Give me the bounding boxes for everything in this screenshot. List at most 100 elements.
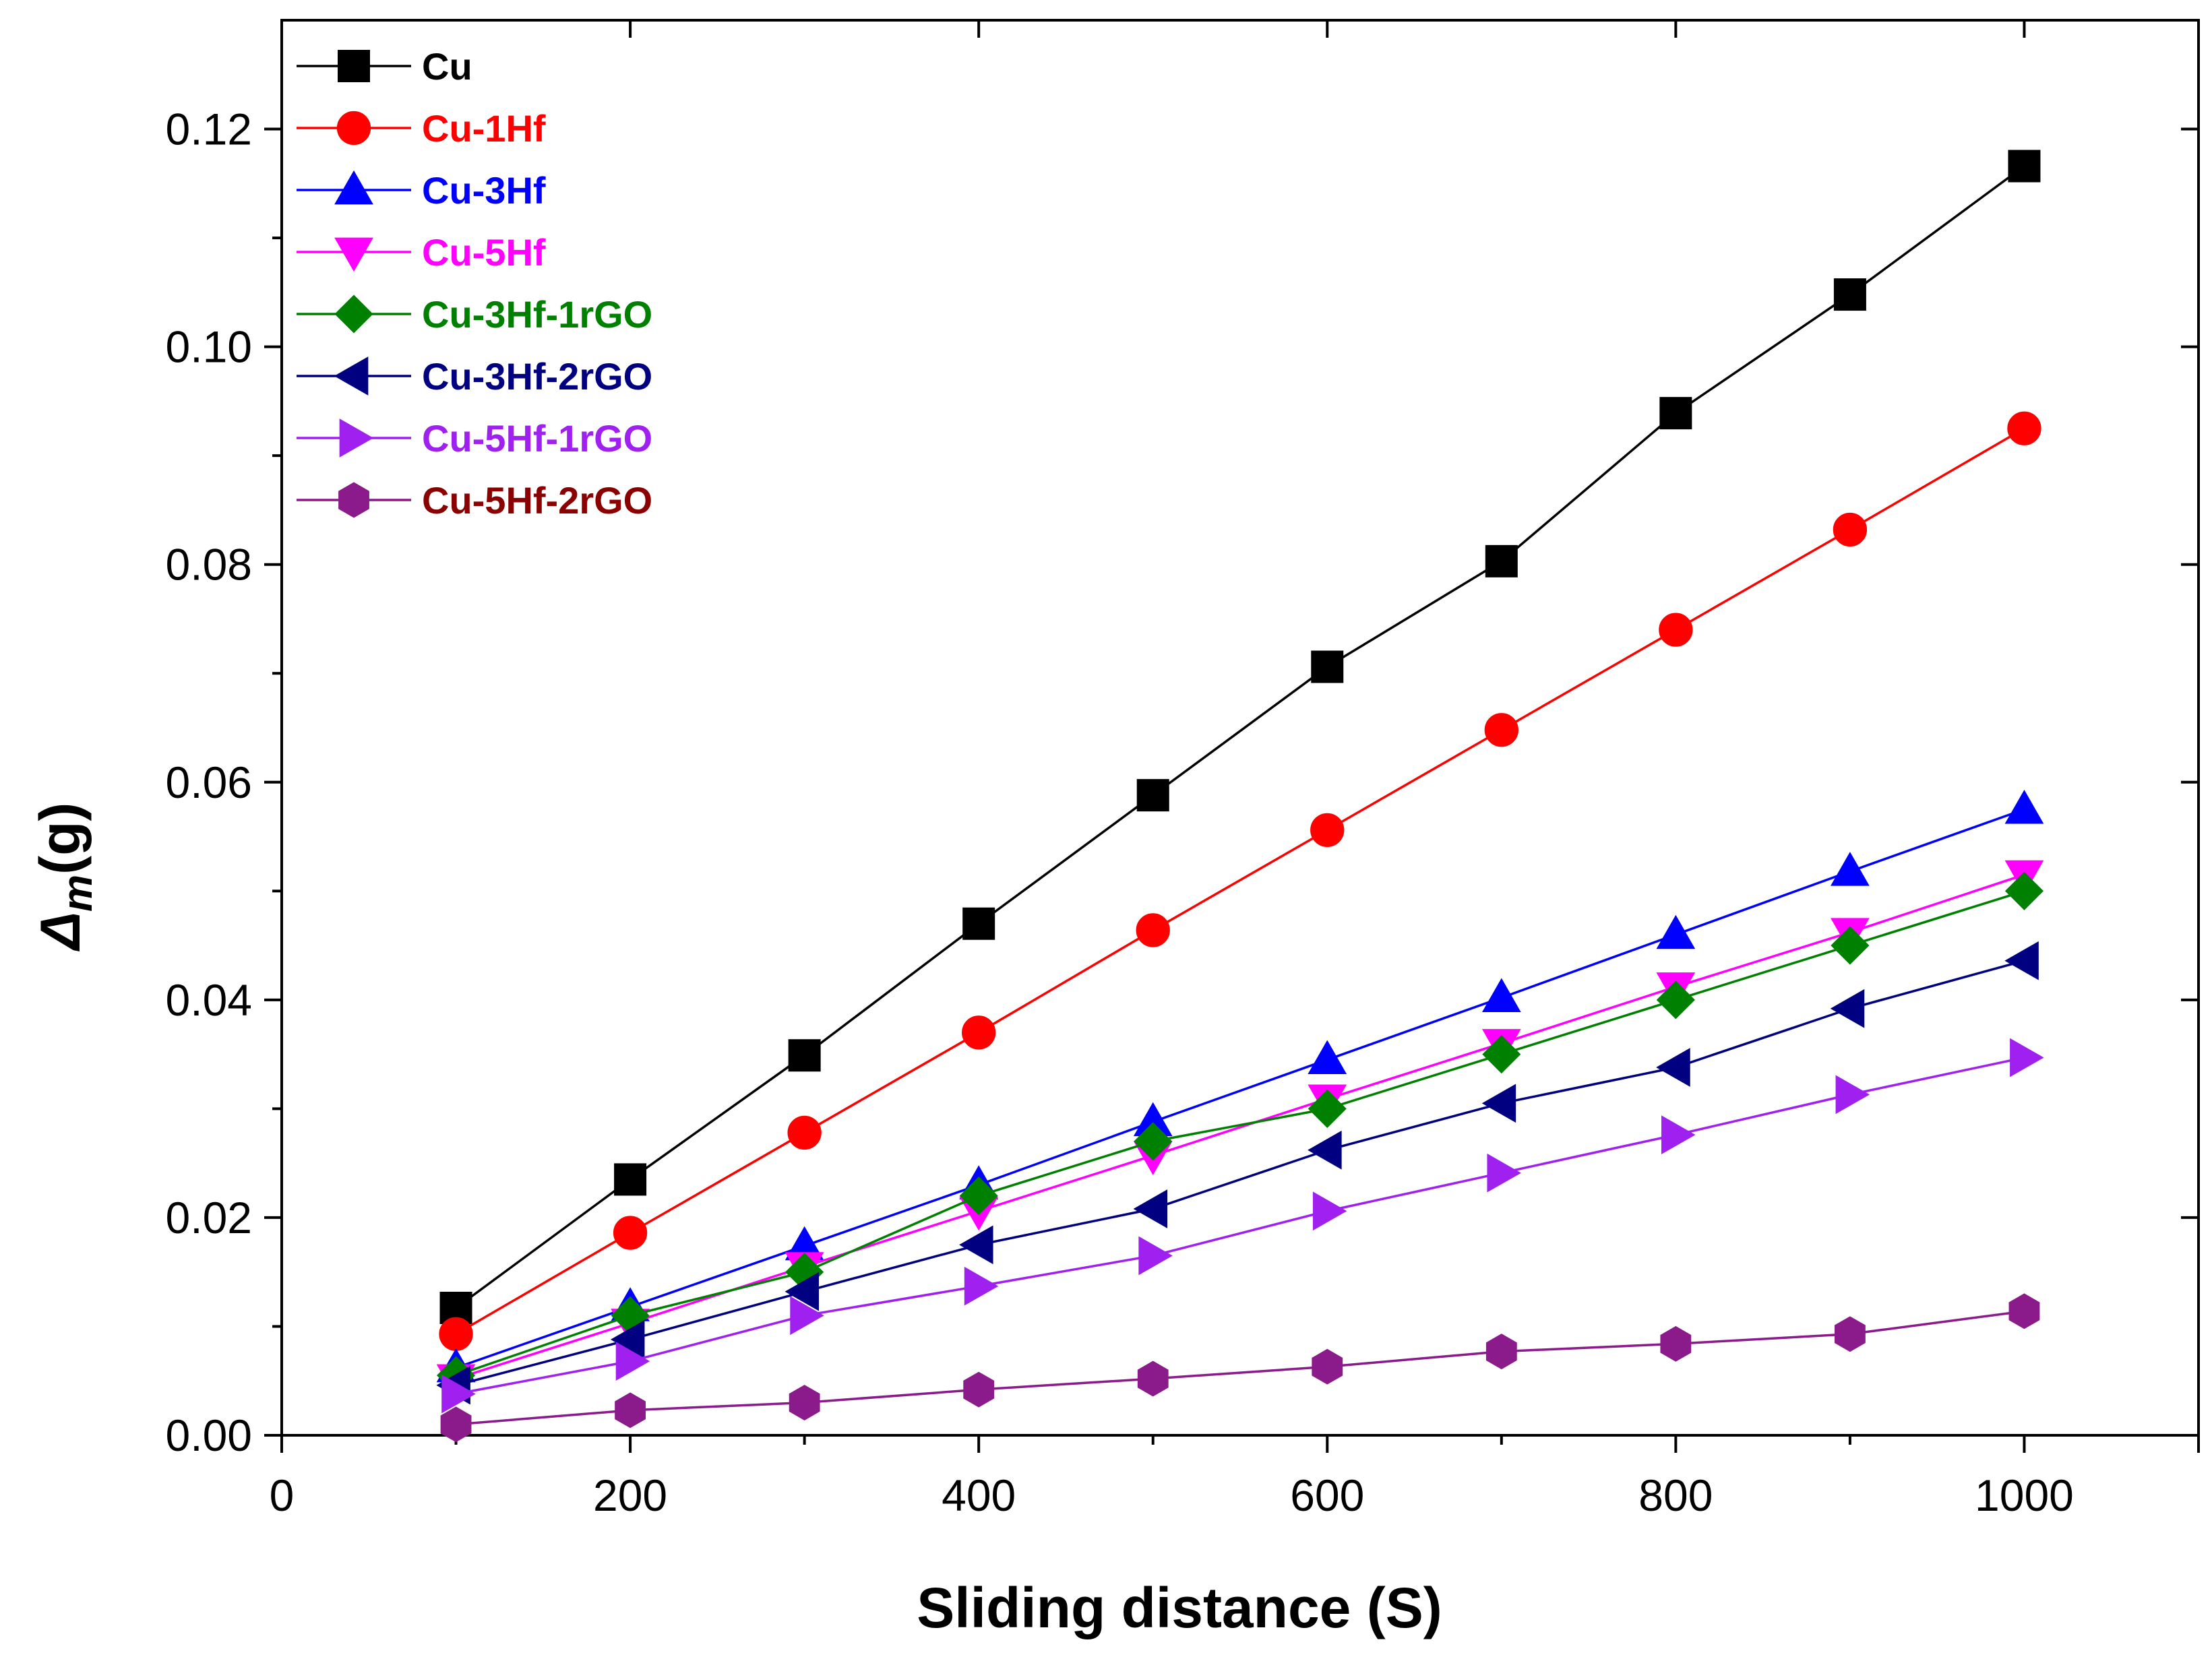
data-point xyxy=(1830,989,1865,1028)
legend-marker xyxy=(334,170,373,205)
data-point xyxy=(1833,512,1868,547)
series-line xyxy=(455,427,2025,1336)
series-Cu-3Hf-1rGO xyxy=(436,871,2044,1395)
series-line xyxy=(456,1056,2025,1396)
y-tick-label: 0.02 xyxy=(166,1193,252,1243)
series-line xyxy=(456,1310,2025,1426)
data-point xyxy=(790,1296,824,1336)
data-point xyxy=(615,1342,650,1381)
data-point xyxy=(441,1374,476,1414)
x-tick-label: 600 xyxy=(1290,1470,1364,1520)
data-point xyxy=(787,1115,822,1150)
legend-entry: Cu xyxy=(297,45,472,88)
data-point xyxy=(2010,1038,2044,1077)
series-line xyxy=(455,889,2025,1377)
data-point xyxy=(1485,544,1518,577)
axis-ticks: 0 200 400 600 800 1000 0.00 0.02 0.04 0.06 0.08 0.1… xyxy=(166,20,2200,1520)
legend-entry: Cu-1Hf xyxy=(297,107,546,150)
series-line xyxy=(455,808,2025,1369)
legend-label: Cu-5Hf-1rGO xyxy=(422,417,652,460)
y-tick-label: 0.12 xyxy=(166,104,252,154)
y-tick-label: 0.04 xyxy=(166,975,252,1025)
legend-marker xyxy=(334,237,373,272)
data-point xyxy=(959,1177,998,1216)
plot-border xyxy=(280,19,2200,1437)
legend-label: Cu xyxy=(422,45,472,88)
data-point xyxy=(1136,779,1169,812)
series-Cu-3Hf-2rGO xyxy=(436,941,2039,1405)
data-point xyxy=(1661,1115,1696,1155)
series-line xyxy=(456,873,2025,1380)
data-point xyxy=(1308,1040,1347,1075)
legend-marker xyxy=(338,50,370,82)
legend-label: Cu-3Hf-2rGO xyxy=(422,355,652,398)
series-Cu-5Hf-2rGO xyxy=(440,1293,2040,1443)
data-point xyxy=(615,1392,646,1429)
y-axis-title: Δm(g) xyxy=(28,803,101,952)
data-point xyxy=(1312,1348,1343,1385)
legend-entry: Cu-5Hf xyxy=(297,231,546,274)
series-Cu-1Hf xyxy=(439,411,2041,1351)
data-point xyxy=(1482,1035,1521,1074)
data-point xyxy=(1311,650,1344,683)
data-point xyxy=(1659,397,1692,430)
data-point xyxy=(963,1371,995,1408)
legend-marker xyxy=(338,482,369,518)
data-point xyxy=(962,907,995,940)
data-point xyxy=(1831,852,1870,886)
series-Cu-5Hf xyxy=(436,860,2044,1399)
data-point xyxy=(1308,1130,1342,1170)
data-point xyxy=(1656,914,1696,949)
data-point xyxy=(1659,613,1693,647)
data-point xyxy=(1485,1334,1517,1370)
series-line xyxy=(456,960,2025,1387)
data-point xyxy=(1133,1189,1168,1228)
legend-label: Cu-3Hf xyxy=(422,169,546,212)
x-tick-label: 0 xyxy=(270,1470,295,1520)
data-point xyxy=(1487,1153,1521,1193)
series-Cu xyxy=(439,150,2041,1324)
legend-marker xyxy=(334,294,373,334)
series-layer xyxy=(436,150,2044,1443)
data-point xyxy=(2004,789,2044,824)
x-tick-label: 400 xyxy=(942,1470,1016,1520)
data-point xyxy=(614,1163,647,1196)
data-point xyxy=(2008,1293,2040,1329)
data-point xyxy=(1481,978,1521,1012)
data-point xyxy=(962,1015,996,1050)
data-point xyxy=(1656,980,1695,1020)
legend-entry: Cu-5Hf-2rGO xyxy=(297,479,652,522)
data-point xyxy=(2008,150,2041,183)
series-line xyxy=(455,165,2025,1309)
data-point xyxy=(1137,1360,1169,1397)
data-point xyxy=(959,1225,993,1265)
data-point xyxy=(440,1406,472,1443)
data-point xyxy=(1484,713,1518,747)
legend-marker xyxy=(334,356,369,396)
data-point xyxy=(2004,941,2039,980)
data-point xyxy=(785,1272,819,1311)
data-point xyxy=(788,1039,821,1072)
data-point xyxy=(964,1266,999,1306)
data-point xyxy=(1834,1316,1866,1352)
data-point xyxy=(2007,411,2041,445)
legend: Cu Cu-1Hf Cu-3Hf Cu-5Hf Cu-3Hf-1rGO Cu-3Hf-2r… xyxy=(297,45,652,522)
x-tick-label: 200 xyxy=(593,1470,667,1520)
data-point xyxy=(1310,813,1345,847)
data-point xyxy=(1833,278,1866,311)
x-tick-label: 1000 xyxy=(1975,1470,2074,1520)
x-tick-label: 800 xyxy=(1638,1470,1713,1520)
y-tick-label: 0.10 xyxy=(166,322,252,372)
legend-label: Cu-1Hf xyxy=(422,107,546,150)
legend-label: Cu-5Hf-2rGO xyxy=(422,479,652,522)
data-point xyxy=(1481,1084,1516,1123)
data-point xyxy=(1136,913,1170,947)
data-point xyxy=(2004,871,2044,910)
x-axis-title: Sliding distance (S) xyxy=(917,1576,1442,1639)
legend-label: Cu-3Hf-1rGO xyxy=(422,293,652,336)
data-point xyxy=(1138,1236,1173,1276)
y-axis-title-symbol: Δ xyxy=(28,912,92,951)
data-point xyxy=(1134,1122,1173,1161)
data-point xyxy=(1308,1089,1347,1128)
